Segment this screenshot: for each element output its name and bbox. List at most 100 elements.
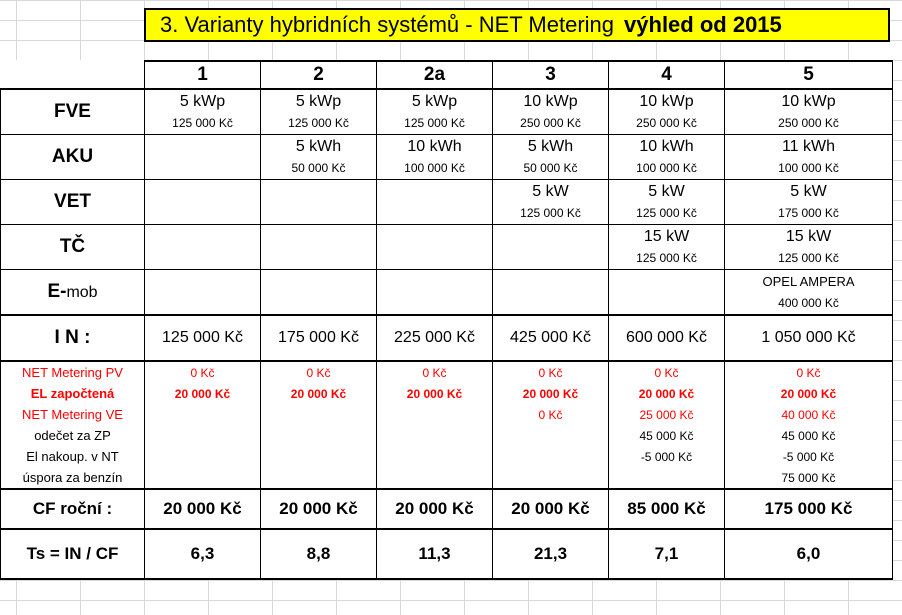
cell-in[interactable]: 425 000 Kč [492,314,609,362]
col-header[interactable]: 2 [260,60,377,90]
cell-odecet[interactable]: 45 000 Kč [724,425,893,446]
cell-odecet[interactable] [144,425,261,446]
cell-el-nakoup[interactable] [492,446,609,467]
cell-tc[interactable] [376,224,493,270]
cell-nm-pv[interactable]: 0 Kč [376,361,493,383]
cell-ts[interactable]: 6,0 [724,528,893,580]
cell-nm-ve[interactable]: 0 Kč [492,404,609,425]
cell-nm-ve[interactable]: 40 000 Kč [724,404,893,425]
cell-cf[interactable]: 85 000 Kč [608,488,725,530]
col-header[interactable]: 1 [144,60,261,90]
cell-nm-pv[interactable]: 0 Kč [492,361,609,383]
cell-nm-ve[interactable] [144,404,261,425]
row-label-nm-pv[interactable]: NET Metering PV [0,361,145,383]
row-label-vet[interactable]: VET [0,179,145,225]
cell-nm-pv[interactable]: 0 Kč [260,361,377,383]
cell-uspora[interactable]: 75 000 Kč [724,467,893,489]
cell-odecet[interactable] [492,425,609,446]
cell-fve[interactable]: 5 kWp 125 000 Kč [260,88,377,135]
cell-tc[interactable]: 15 kW 125 000 Kč [608,224,725,270]
cell-emob[interactable] [376,269,493,316]
cell-uspora[interactable] [260,467,377,489]
cell-cf[interactable]: 175 000 Kč [724,488,893,530]
cell-in[interactable]: 125 000 Kč [144,314,261,362]
cell-el-nakoup[interactable]: -5 000 Kč [608,446,725,467]
cell-emob[interactable] [144,269,261,316]
col-header[interactable]: 4 [608,60,725,90]
cell-ts[interactable]: 21,3 [492,528,609,580]
row-label-nm-ve[interactable]: NET Metering VE [0,404,145,425]
cell-vet[interactable]: 5 kW 125 000 Kč [492,179,609,225]
cell-el-nakoup[interactable] [260,446,377,467]
cell-ts[interactable]: 7,1 [608,528,725,580]
col-header[interactable]: 3 [492,60,609,90]
cell-aku[interactable]: 5 kWh 50 000 Kč [492,134,609,180]
cell-nm-ve[interactable] [260,404,377,425]
cell-vet[interactable]: 5 kW 125 000 Kč [608,179,725,225]
cell-el-nakoup[interactable] [144,446,261,467]
cell-nm-pv[interactable]: 0 Kč [724,361,893,383]
cell-aku[interactable] [144,134,261,180]
cell-aku[interactable]: 10 kWh 100 000 Kč [376,134,493,180]
row-label-uspora[interactable]: úspora za benzín [0,467,145,489]
cell-uspora[interactable] [492,467,609,489]
cell-nm-pv[interactable]: 0 Kč [608,361,725,383]
cell-el-nakoup[interactable] [376,446,493,467]
row-label-cf[interactable]: CF roční : [0,488,145,530]
cell-odecet[interactable]: 45 000 Kč [608,425,725,446]
cell-in[interactable]: 175 000 Kč [260,314,377,362]
cell-nm-ve[interactable]: 25 000 Kč [608,404,725,425]
cell-el-zap[interactable]: 20 000 Kč [724,383,893,404]
header-corner[interactable] [0,61,145,90]
cell-in[interactable]: 1 050 000 Kč [724,314,893,362]
col-header[interactable]: 5 [724,60,893,90]
sheet-title[interactable]: 3. Varianty hybridních systémů - NET Met… [144,8,890,42]
cell-tc[interactable] [144,224,261,270]
row-label-fve[interactable]: FVE [0,88,145,135]
cell-fve[interactable]: 5 kWp 125 000 Kč [376,88,493,135]
cell-odecet[interactable] [376,425,493,446]
cell-vet[interactable] [260,179,377,225]
cell-ts[interactable]: 8,8 [260,528,377,580]
cell-tc[interactable]: 15 kW 125 000 Kč [724,224,893,270]
cell-fve[interactable]: 10 kWp 250 000 Kč [608,88,725,135]
cell-in[interactable]: 225 000 Kč [376,314,493,362]
cell-cf[interactable]: 20 000 Kč [144,488,261,530]
cell-cf[interactable]: 20 000 Kč [376,488,493,530]
cell-emob[interactable] [492,269,609,316]
cell-aku[interactable]: 10 kWh 100 000 Kč [608,134,725,180]
row-label-ts[interactable]: Ts = IN / CF [0,528,145,580]
cell-el-nakoup[interactable]: -5 000 Kč [724,446,893,467]
cell-odecet[interactable] [260,425,377,446]
row-label-in[interactable]: I N : [0,314,145,362]
cell-uspora[interactable] [144,467,261,489]
cell-fve[interactable]: 10 kWp 250 000 Kč [724,88,893,135]
cell-aku[interactable]: 11 kWh 100 000 Kč [724,134,893,180]
cell-nm-pv[interactable]: 0 Kč [144,361,261,383]
cell-el-zap[interactable]: 20 000 Kč [260,383,377,404]
cell-aku[interactable]: 5 kWh 50 000 Kč [260,134,377,180]
row-label-tc[interactable]: TČ [0,224,145,270]
cell-ts[interactable]: 6,3 [144,528,261,580]
cell-fve[interactable]: 5 kWp 125 000 Kč [144,88,261,135]
cell-vet[interactable] [144,179,261,225]
cell-uspora[interactable] [608,467,725,489]
row-label-el-nakoup[interactable]: El nakoup. v NT [0,446,145,467]
cell-cf[interactable]: 20 000 Kč [260,488,377,530]
cell-el-zap[interactable]: 20 000 Kč [492,383,609,404]
col-header[interactable]: 2a [376,60,493,90]
cell-ts[interactable]: 11,3 [376,528,493,580]
cell-vet[interactable]: 5 kW 175 000 Kč [724,179,893,225]
cell-emob[interactable] [608,269,725,316]
cell-fve[interactable]: 10 kWp 250 000 Kč [492,88,609,135]
cell-emob[interactable] [260,269,377,316]
cell-in[interactable]: 600 000 Kč [608,314,725,362]
cell-vet[interactable] [376,179,493,225]
cell-el-zap[interactable]: 20 000 Kč [608,383,725,404]
row-label-el-zap[interactable]: EL započtená [0,383,145,404]
row-label-aku[interactable]: AKU [0,134,145,180]
cell-tc[interactable] [492,224,609,270]
cell-tc[interactable] [260,224,377,270]
row-label-emob[interactable]: E-mob [0,269,145,316]
cell-uspora[interactable] [376,467,493,489]
